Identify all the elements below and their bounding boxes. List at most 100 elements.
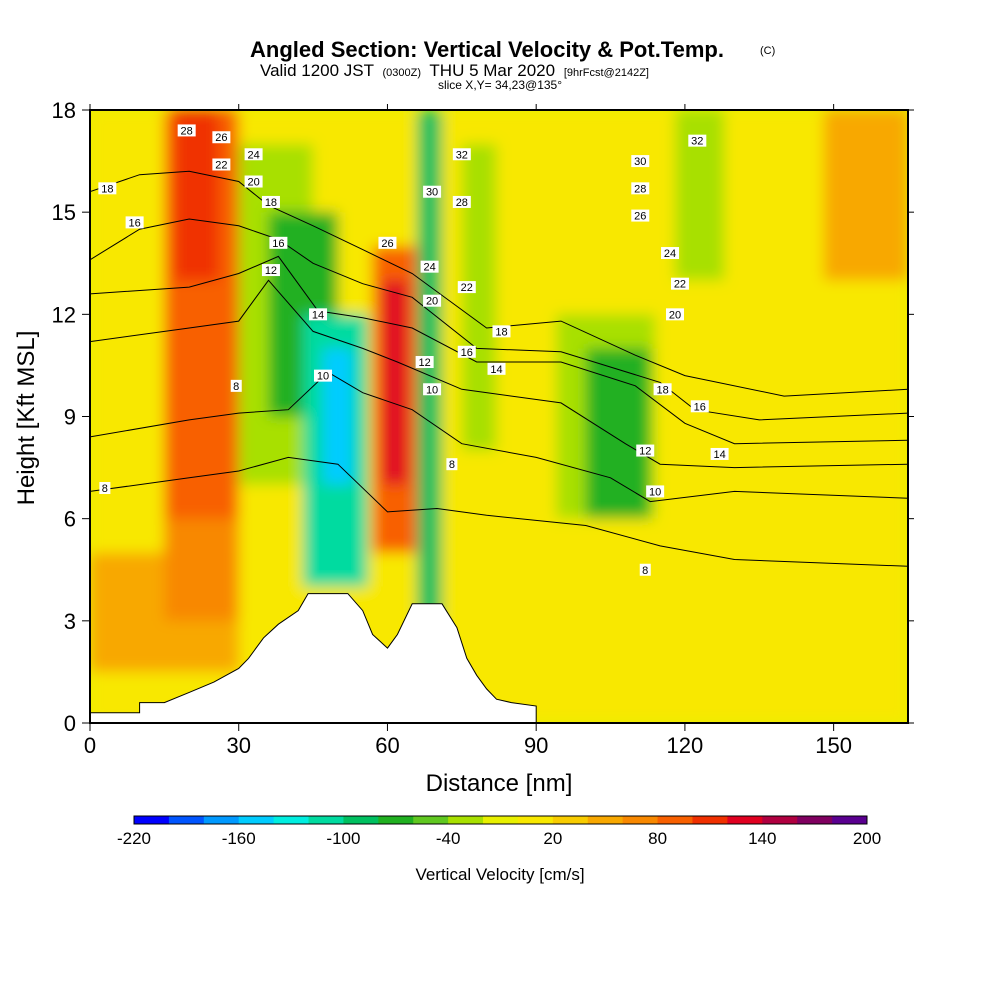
contour-label: 28	[177, 124, 196, 137]
contour-label-text: 16	[272, 238, 284, 250]
contour-label: 12	[261, 264, 280, 277]
contour-label-text: 32	[691, 136, 703, 148]
contour-label-text: 10	[426, 384, 438, 396]
contour-label-bg	[423, 185, 442, 198]
colorbar-swatch	[343, 816, 379, 824]
contour-label-bg	[487, 362, 506, 375]
colorbar-swatch	[413, 816, 449, 824]
colorbar-tick-label: 140	[748, 829, 776, 848]
contour-label-text: 24	[247, 149, 259, 161]
contour-label-bg	[261, 264, 280, 277]
contour-label-text: 22	[674, 279, 686, 291]
colorbar-swatch	[797, 816, 833, 824]
valid-date: THU 5 Mar 2020	[429, 61, 555, 80]
contour-label: 10	[646, 485, 665, 498]
contour-label-text: 14	[713, 449, 725, 461]
contour-label-text: 8	[642, 565, 648, 577]
y-tick-label: 18	[52, 98, 76, 123]
contour-label-bg	[314, 369, 333, 382]
contour-label-text: 16	[128, 217, 140, 229]
contour-label-bg	[423, 294, 442, 307]
contour-label-bg	[639, 563, 651, 576]
contour-label-bg	[661, 247, 680, 260]
contour-label-text: 20	[669, 309, 681, 321]
contour-label: 22	[212, 158, 231, 171]
contour-label-bg	[690, 400, 709, 413]
contour-label: 22	[670, 277, 689, 291]
contour-label-bg	[99, 482, 111, 495]
contour-label-text: 20	[247, 177, 259, 189]
contour-label: 16	[269, 236, 288, 250]
contour-label: 32	[452, 148, 471, 161]
contour-label: 18	[261, 195, 280, 209]
contour-label-bg	[646, 485, 665, 498]
contour-label: 28	[631, 182, 650, 195]
contour-label-text: 16	[461, 347, 473, 359]
contour-label-bg	[688, 134, 707, 147]
colorbar-swatch	[692, 816, 728, 824]
contour-line	[90, 456, 908, 567]
colorbar-swatch	[587, 816, 624, 824]
contour-label: 26	[378, 236, 397, 250]
colorbar-swatch	[378, 816, 414, 824]
velocity-cell	[382, 280, 408, 485]
contour-line	[90, 255, 908, 445]
velocity-cell	[461, 144, 497, 451]
colorbar-swatch	[727, 816, 763, 824]
contour-label-bg	[212, 131, 231, 144]
contour-label: 18	[98, 182, 117, 195]
contour-label-text: 20	[426, 296, 438, 308]
contour-label: 30	[423, 185, 442, 199]
contour-label: 8	[446, 458, 458, 471]
x-tick-label: 90	[524, 733, 548, 758]
contour-label: 8	[639, 563, 651, 577]
contour-label: 28	[452, 195, 471, 209]
contour-label-bg	[631, 209, 650, 222]
colorbar-tick-label: -220	[117, 829, 151, 848]
y-tick-label: 6	[64, 507, 76, 532]
contour-label: 12	[636, 444, 655, 458]
x-tick-label: 150	[815, 733, 852, 758]
contour-label-text: 26	[634, 211, 646, 223]
contour-line	[90, 371, 908, 503]
contour-label-bg	[670, 277, 689, 290]
y-tick-label: 3	[64, 609, 76, 634]
colorbar-swatch	[273, 816, 310, 824]
contour-label-text: 18	[656, 384, 668, 396]
plot-area: 28 26 24 22 20 18 16 18 16 12 14 10 8 8 32 30 28 26 24 22 20…	[89, 109, 909, 724]
contour-label-bg	[457, 345, 476, 358]
contour-label-text: 26	[381, 238, 393, 250]
contour-label-bg	[125, 216, 144, 229]
contour-label-bg	[230, 379, 242, 392]
contour-label: 18	[653, 383, 672, 396]
contour-label-text: 12	[419, 357, 431, 369]
slice-info: slice X,Y= 34,23@135°	[438, 78, 562, 92]
colorbar-swatch	[168, 816, 205, 824]
colorbar-frame	[133, 815, 868, 825]
valid-utc: (0300Z)	[382, 67, 421, 79]
contour-label: 22	[457, 281, 476, 294]
contour-label: 8	[230, 379, 242, 393]
colorbar-swatch	[762, 816, 798, 824]
contour-label-bg	[378, 236, 397, 249]
contour-label: 30	[631, 155, 650, 168]
contour-label-bg	[269, 236, 288, 249]
contour-label-text: 10	[317, 371, 329, 383]
contour-label-bg	[631, 182, 650, 195]
contour-label: 20	[423, 294, 442, 308]
colorbar-swatch	[238, 816, 275, 824]
contour-label: 14	[487, 362, 506, 376]
contour-label-text: 14	[312, 309, 324, 321]
contour-label-bg	[261, 195, 280, 208]
contour-label-bg	[244, 175, 263, 188]
contour-label: 14	[309, 308, 328, 321]
contour-label-bg	[423, 383, 442, 396]
contour-label: 20	[244, 175, 263, 189]
y-axis-label: Height [Kft MSL]	[13, 331, 40, 506]
contour-label-bg	[452, 148, 471, 161]
contour-label-text: 22	[215, 159, 227, 171]
colorbar-swatch	[622, 816, 659, 824]
colorbar-swatch	[517, 816, 554, 824]
colorbar-tick-label: -40	[436, 829, 461, 848]
contour-label: 32	[688, 134, 707, 148]
